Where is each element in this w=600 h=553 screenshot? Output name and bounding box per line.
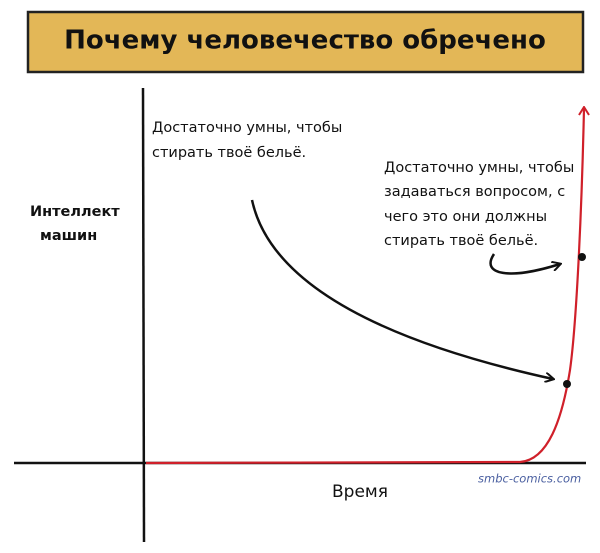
y-axis — [141, 87, 146, 543]
title: Почему человечество обречено — [64, 26, 546, 56]
point — [563, 380, 571, 388]
y-axis-label: Интеллект — [30, 204, 120, 220]
annotation: стирать твоё бельё. — [152, 145, 306, 161]
arrow — [489, 253, 560, 275]
credit: smbc-comics.com — [478, 472, 581, 486]
annotation: стирать твоё бельё. — [384, 233, 538, 249]
title-box — [26, 10, 585, 74]
annotation: Достаточно умны, чтобы — [152, 120, 342, 136]
annotation: задаваться вопросом, с — [384, 184, 565, 200]
curve — [145, 108, 584, 465]
annotation: чего это они должны — [384, 209, 547, 225]
x-axis-label: Время — [332, 482, 388, 502]
y-axis-label: машин — [40, 228, 97, 244]
point — [578, 253, 586, 261]
annotation: Достаточно умны, чтобы — [384, 160, 574, 176]
arrow — [250, 199, 553, 379]
